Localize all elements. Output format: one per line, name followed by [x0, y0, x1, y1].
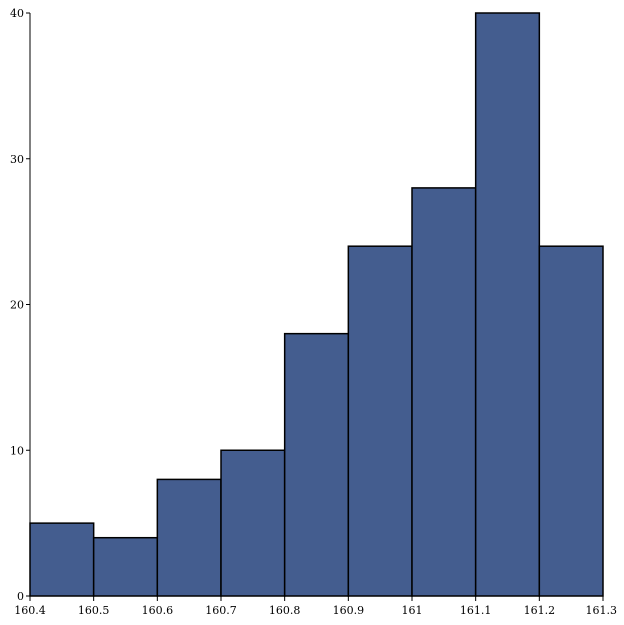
x-tick-label: 160.8: [269, 604, 301, 617]
x-tick-label: 160.7: [205, 604, 237, 617]
x-tick-label: 160.5: [78, 604, 110, 617]
histogram-bar: [474, 12, 541, 597]
y-tick-label: 40: [10, 7, 24, 20]
y-tick-label: 0: [17, 590, 24, 603]
histogram-bar: [283, 332, 350, 597]
x-tick-label: 161.2: [524, 604, 556, 617]
histogram-bar: [347, 245, 413, 597]
x-tick-label: 161: [402, 604, 423, 617]
ticks-layer: 160.4 160.5 160.6 160.7 160.8 160.9 161 161.1 16…: [10, 7, 617, 617]
histogram-bar: [156, 478, 222, 597]
histogram-bar: [411, 187, 477, 597]
x-tick-label: 161.1: [460, 604, 492, 617]
y-tick-label: 10: [10, 444, 24, 457]
y-tick-label: 20: [10, 299, 24, 312]
histogram-bar: [92, 536, 159, 597]
x-tick-label: 160.4: [14, 604, 46, 617]
histogram-bar: [538, 245, 604, 597]
x-tick-label: 160.9: [333, 604, 365, 617]
histogram-bar: [220, 449, 286, 597]
histogram-bar: [29, 522, 95, 597]
y-tick-label: 30: [10, 153, 24, 166]
bars-layer: [29, 12, 604, 597]
x-tick-label: 161.3: [586, 604, 618, 617]
x-tick-label: 160.6: [142, 604, 174, 617]
